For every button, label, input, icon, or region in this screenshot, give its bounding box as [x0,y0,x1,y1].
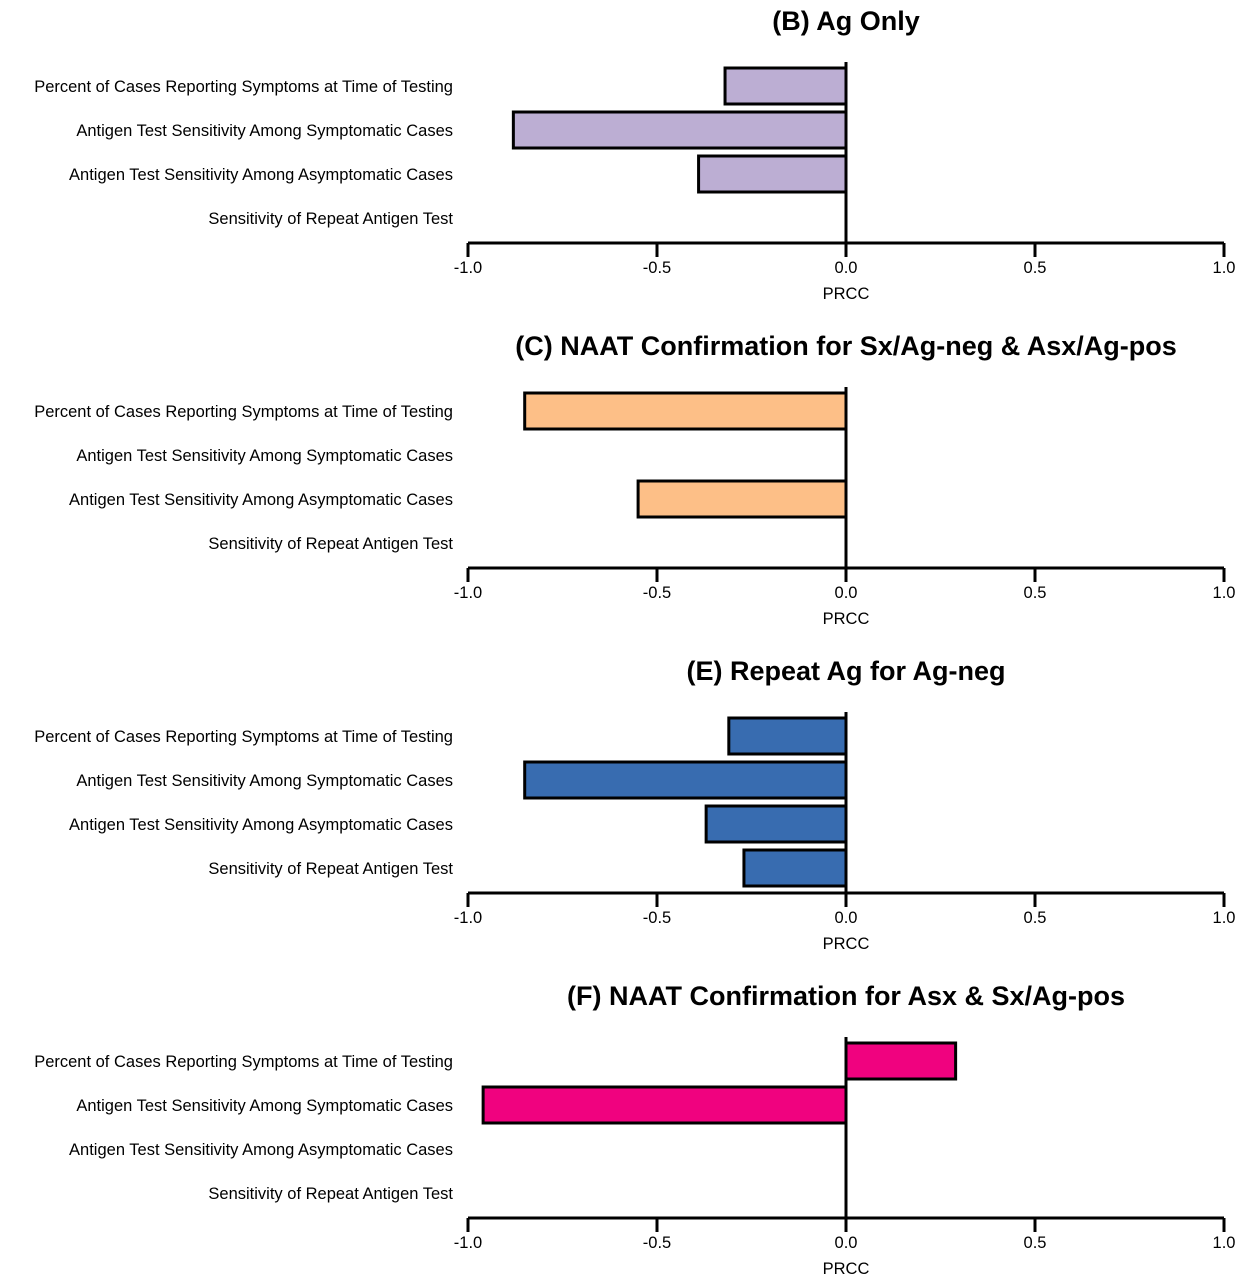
chart-title: (F) NAAT Confirmation for Asx & Sx/Ag-po… [567,981,1125,1011]
category-label: Sensitivity of Repeat Antigen Test [208,860,453,878]
bar [697,154,848,194]
category-label: Antigen Test Sensitivity Among Symptomat… [76,447,453,465]
category-label: Antigen Test Sensitivity Among Symptomat… [76,772,453,790]
x-axis-label: PRCC [823,285,870,303]
bar [723,66,848,106]
category-label: Antigen Test Sensitivity Among Asymptoma… [69,491,453,509]
category-label: Antigen Test Sensitivity Among Symptomat… [76,122,453,140]
category-label: Percent of Cases Reporting Symptoms at T… [34,403,453,421]
x-axis-label: PRCC [823,1260,870,1276]
bar [636,479,848,519]
bar [742,848,848,888]
x-tick-label: 0.5 [1024,584,1047,602]
x-tick-label: -1.0 [454,909,482,927]
x-tick-label: 0.0 [835,259,858,277]
chart-panel-1: (C) NAAT Confirmation for Sx/Ag-neg & As… [34,331,1235,628]
x-tick-label: 1.0 [1213,909,1236,927]
category-label: Percent of Cases Reporting Symptoms at T… [34,728,453,746]
x-tick-label: 0.5 [1024,909,1047,927]
category-label: Sensitivity of Repeat Antigen Test [208,210,453,228]
x-tick-label: -1.0 [454,259,482,277]
x-tick-label: 0.5 [1024,1234,1047,1252]
category-label: Sensitivity of Repeat Antigen Test [208,1185,453,1203]
bar [523,760,848,800]
x-axis-label: PRCC [823,935,870,953]
x-tick-label: 0.0 [835,1234,858,1252]
bar [523,391,848,431]
chart-title: (C) NAAT Confirmation for Sx/Ag-neg & As… [515,331,1176,361]
bar [727,716,848,756]
category-label: Percent of Cases Reporting Symptoms at T… [34,78,453,96]
x-tick-label: 0.0 [835,584,858,602]
bar [511,110,848,150]
chart-panel-3: (F) NAAT Confirmation for Asx & Sx/Ag-po… [34,981,1235,1276]
x-tick-label: -0.5 [643,584,671,602]
x-tick-label: -0.5 [643,259,671,277]
x-axis-label: PRCC [823,610,870,628]
chart-panel-0: (B) Ag Only Percent of Cases Reporting Sy… [34,6,1235,303]
category-label: Percent of Cases Reporting Symptoms at T… [34,1053,453,1071]
x-tick-label: 1.0 [1213,259,1236,277]
category-label: Sensitivity of Repeat Antigen Test [208,535,453,553]
x-tick-label: 1.0 [1213,584,1236,602]
category-label: Antigen Test Sensitivity Among Asymptoma… [69,166,453,184]
category-label: Antigen Test Sensitivity Among Asymptoma… [69,816,453,834]
chart-title: (E) Repeat Ag for Ag-neg [687,656,1006,686]
x-tick-label: -0.5 [643,909,671,927]
x-tick-label: -1.0 [454,1234,482,1252]
chart-panel-2: (E) Repeat Ag for Ag-neg Percent of Cases… [34,656,1235,953]
bar [844,1041,958,1081]
x-tick-label: -1.0 [454,584,482,602]
x-tick-label: 1.0 [1213,1234,1236,1252]
category-label: Antigen Test Sensitivity Among Asymptoma… [69,1141,453,1159]
x-tick-label: 0.0 [835,909,858,927]
x-tick-label: -0.5 [643,1234,671,1252]
bar [481,1085,848,1125]
category-label: Antigen Test Sensitivity Among Symptomat… [76,1097,453,1115]
chart-title: (B) Ag Only [772,6,920,36]
bar [704,804,848,844]
x-tick-label: 0.5 [1024,259,1047,277]
